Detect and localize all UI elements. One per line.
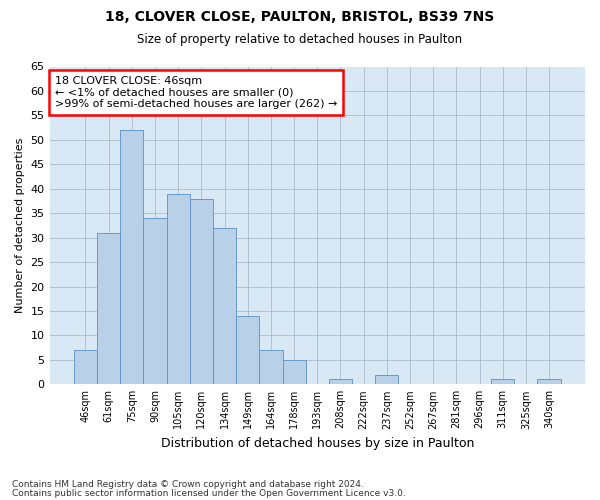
Bar xyxy=(74,350,97,384)
Y-axis label: Number of detached properties: Number of detached properties xyxy=(15,138,25,313)
Bar xyxy=(491,380,514,384)
Bar xyxy=(167,194,190,384)
Text: Contains public sector information licensed under the Open Government Licence v3: Contains public sector information licen… xyxy=(12,489,406,498)
Text: Contains HM Land Registry data © Crown copyright and database right 2024.: Contains HM Land Registry data © Crown c… xyxy=(12,480,364,489)
Bar xyxy=(236,316,259,384)
Bar xyxy=(143,218,167,384)
Text: 18 CLOVER CLOSE: 46sqm
← <1% of detached houses are smaller (0)
>99% of semi-det: 18 CLOVER CLOSE: 46sqm ← <1% of detached… xyxy=(55,76,337,109)
Bar xyxy=(259,350,283,384)
Bar xyxy=(538,380,560,384)
Bar xyxy=(375,374,398,384)
Bar xyxy=(190,198,213,384)
Text: 18, CLOVER CLOSE, PAULTON, BRISTOL, BS39 7NS: 18, CLOVER CLOSE, PAULTON, BRISTOL, BS39… xyxy=(106,10,494,24)
Bar xyxy=(213,228,236,384)
Bar xyxy=(329,380,352,384)
Bar xyxy=(120,130,143,384)
Bar xyxy=(97,232,120,384)
Text: Size of property relative to detached houses in Paulton: Size of property relative to detached ho… xyxy=(137,32,463,46)
X-axis label: Distribution of detached houses by size in Paulton: Distribution of detached houses by size … xyxy=(161,437,474,450)
Bar xyxy=(283,360,305,384)
